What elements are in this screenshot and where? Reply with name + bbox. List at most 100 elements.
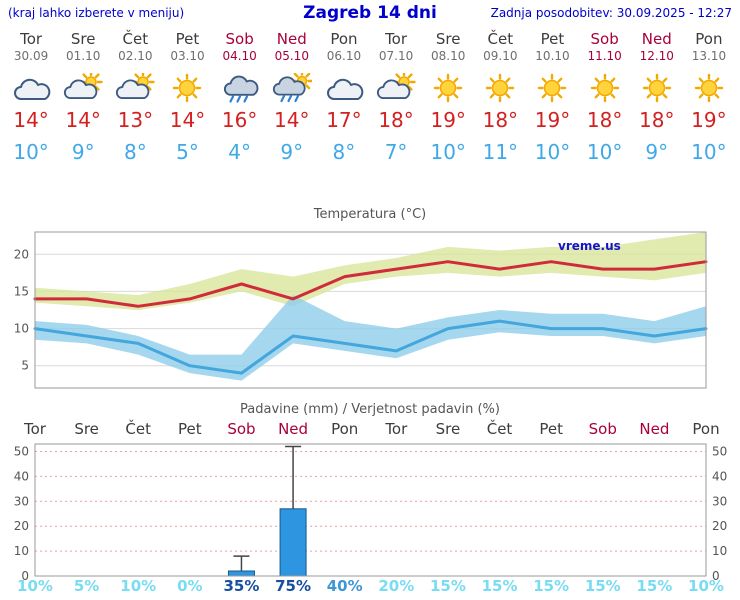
partly-cloudy-icon [115, 73, 156, 103]
high-temp: 16° [221, 108, 258, 132]
high-temp: 18° [586, 108, 623, 132]
day-date: 08.10 [431, 49, 466, 63]
day-name: Čet [122, 30, 149, 48]
low-temp: 10° [586, 140, 623, 164]
precipitation-probability-labels: 10% 5% 10% 0% 35% 75% 40% 20% 15% 15% 15% 15% 15% 10% [0, 577, 740, 597]
min_temperature_range-band [35, 295, 706, 381]
precip-ytick-right: 30 [712, 494, 727, 508]
precip-day-label: Pet [178, 420, 202, 438]
sunny-icon [428, 73, 468, 103]
low-temp: 10° [13, 140, 49, 164]
precip-day-label: Pon [692, 420, 720, 438]
day-date: 01.10 [66, 49, 101, 63]
high-temp: 14° [13, 108, 49, 132]
day-name: Tor [20, 30, 43, 48]
rain-icon [220, 73, 260, 103]
forecast-day: Sob 11.10 18° 10° [579, 30, 631, 164]
precip-probability: 15% [429, 577, 466, 595]
high-temp: 13° [117, 108, 154, 132]
low-temp: 4° [228, 140, 251, 164]
high-temp: 17° [326, 108, 362, 132]
high-temp: 18° [482, 108, 519, 132]
day-name: Pet [540, 30, 565, 48]
day-name: Ned [276, 30, 307, 48]
precip-ytick-left: 30 [14, 494, 29, 508]
precipitation-day-labels: Tor Sre Čet Pet Sob Ned Pon Tor Sre Čet Pet Sob Ned P… [0, 420, 740, 438]
forecast-day: Sre 01.10 14° 9° [57, 30, 109, 164]
forecast-day: Tor 30.09 14° 10° [5, 30, 57, 164]
forecast-day: Pet 03.10 14° 5° [161, 30, 213, 164]
precip-ytick-left: 20 [14, 519, 29, 533]
day-name: Pet [175, 30, 200, 48]
high-temp: 18° [639, 108, 675, 132]
forecast-day: Ned 05.10 14° 9° [266, 30, 318, 164]
forecast-day: Pon 06.10 17° 8° [318, 30, 370, 164]
day-date: 03.10 [170, 49, 205, 63]
precip-probability: 75% [275, 577, 312, 595]
precip-probability: 0% [177, 577, 203, 595]
low-temp: 9° [645, 140, 669, 164]
precip-probability: 20% [378, 577, 415, 595]
day-date: 12.10 [639, 49, 674, 63]
low-temp: 9° [280, 140, 304, 164]
forecast-day: Pet 10.10 19° 10° [526, 30, 578, 164]
temperature-chart: 5 10 15 20 vreme.us [14, 231, 708, 389]
precip-ytick-left: 50 [14, 444, 29, 458]
high-temp: 14° [274, 108, 310, 132]
precip-probability: 5% [73, 577, 100, 595]
page-title: Zagreb 14 dni [303, 3, 437, 23]
day-name: Sob [225, 30, 254, 48]
high-temp: 18° [378, 108, 414, 132]
precipitation-bar [227, 570, 255, 577]
precip-probability: 10% [17, 577, 53, 595]
precipitation-bar [279, 508, 307, 577]
day-name: Tor [385, 30, 408, 48]
temp-ytick-label: 20 [14, 247, 29, 261]
precip-probability: 15% [481, 577, 518, 595]
day-name: Ned [641, 30, 672, 48]
day-name: Čet [487, 30, 514, 48]
precip-day-label: Sob [588, 420, 617, 438]
forecast-day: Pon 13.10 19° 10° [683, 30, 735, 164]
last-updated: Zadnja posodobitev: 30.09.2025 - 12:27 [490, 6, 732, 20]
precip-ytick-left: 10 [14, 544, 29, 558]
precip-ytick-left: 40 [14, 469, 29, 483]
low-temp: 10° [691, 140, 727, 164]
precip-ytick-left: 0 [21, 569, 29, 580]
sunny-icon [637, 73, 677, 103]
precip-ytick-right: 40 [712, 469, 727, 483]
temp-ytick-label: 5 [21, 359, 29, 373]
cloudy-icon [11, 73, 51, 103]
day-date: 13.10 [691, 49, 727, 63]
sunny-icon [532, 73, 572, 103]
min_temperature-line [33, 319, 708, 375]
high-temp: 19° [430, 108, 466, 132]
precip-day-label: Ned [278, 420, 309, 438]
forecast-day: Ned 12.10 18° 9° [631, 30, 683, 164]
precip-day-label: Ned [639, 420, 670, 438]
forecast-day: Čet 02.10 13° 8° [109, 30, 161, 164]
precip-day-label: Sre [435, 420, 461, 438]
day-date: 10.10 [535, 49, 570, 63]
precip-probability: 15% [584, 577, 621, 595]
low-temp: 7° [384, 140, 408, 164]
precip-day-label: Čet [125, 420, 152, 438]
forecast-day: Čet 09.10 18° 11° [474, 30, 526, 164]
sunny-icon [689, 73, 729, 103]
menu-hint: (kraj lahko izberete v meniju) [8, 6, 185, 20]
day-date: 07.10 [378, 49, 414, 63]
precip-probability: 10% [688, 577, 724, 595]
forecast-day: Sob 04.10 16° 4° [214, 30, 266, 164]
day-name: Pon [695, 30, 723, 48]
precip-day-label: Tor [385, 420, 408, 438]
day-date: 02.10 [118, 49, 153, 63]
low-temp: 10° [430, 140, 466, 164]
max_temperature-line [33, 260, 708, 308]
sunny-icon [167, 73, 207, 103]
low-temp: 5° [176, 140, 199, 164]
day-date: 11.10 [587, 49, 622, 63]
precip-probability: 35% [223, 577, 260, 595]
sunny-icon [585, 73, 625, 103]
day-date: 30.09 [13, 49, 49, 63]
precip-probability: 15% [533, 577, 570, 595]
